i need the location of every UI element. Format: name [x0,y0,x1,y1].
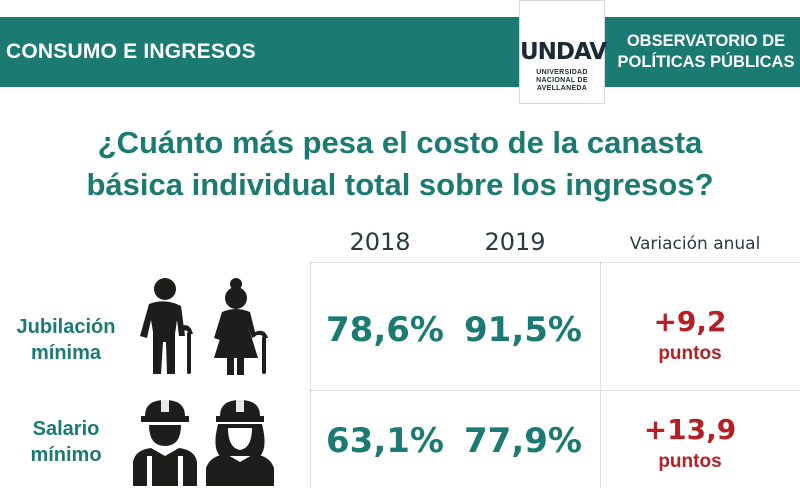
elderly-man-icon [140,278,193,374]
row-label-jubilacion: Jubilación mínima [0,314,132,366]
observatory-line-1: OBSERVATORIO DE [626,32,786,50]
question-line-1: ¿Cuánto más pesa el costo de la canasta [97,125,703,160]
row-label-line: Salario [32,418,100,440]
female-worker-icon [206,398,274,486]
row-label-salario: Salario mínimo [0,416,132,468]
logo-sub-line-2: NACIONAL DE [536,77,588,84]
observatory-title: OBSERVATORIO DE POLÍTICAS PÚBLICAS [617,31,795,73]
male-worker-icon [133,398,197,486]
column-header-2019: 2019 [484,228,546,256]
value-2019-jubilacion: 91,5% [464,310,582,350]
elderly-woman-icon [214,278,268,375]
variation-unit-jubilacion: puntos [658,343,722,364]
row-label-line: mínimo [30,444,102,466]
undav-logo: UNDAV UNIVERSIDAD NACIONAL DE AVELLANEDA [519,0,607,104]
value-2019-salario: 77,9% [464,421,582,461]
column-header-variation: Variación anual [629,234,761,254]
value-2018-salario: 63,1% [326,421,444,461]
observatory-line-2: POLÍTICAS PÚBLICAS [617,53,795,71]
grid-divider [600,262,601,488]
grid-divider [310,390,800,391]
section-title: CONSUMO E INGRESOS [6,40,256,63]
column-header-2018: 2018 [349,228,411,256]
variation-jubilacion: +9,2 [653,305,727,338]
header-band: CONSUMO E INGRESOS OBSERVATORIO DE POLÍT… [0,17,800,87]
logo-subtitle: UNIVERSIDAD NACIONAL DE AVELLANEDA [520,69,604,93]
main-question: ¿Cuánto más pesa el costo de la canasta … [0,122,800,206]
variation-salario: +13,9 [643,413,737,446]
grid-divider [310,262,800,263]
value-2018-jubilacion: 78,6% [326,310,444,350]
logo-wordmark: UNDAV [520,39,607,65]
grid-divider [310,262,311,488]
row-label-line: Jubilación [16,316,116,338]
logo-sub-line-1: UNIVERSIDAD [536,69,588,76]
question-line-2: básica individual total sobre los ingres… [86,167,714,202]
logo-sub-line-3: AVELLANEDA [536,85,588,92]
variation-unit-salario: puntos [658,451,722,472]
row-label-line: mínima [30,342,102,364]
